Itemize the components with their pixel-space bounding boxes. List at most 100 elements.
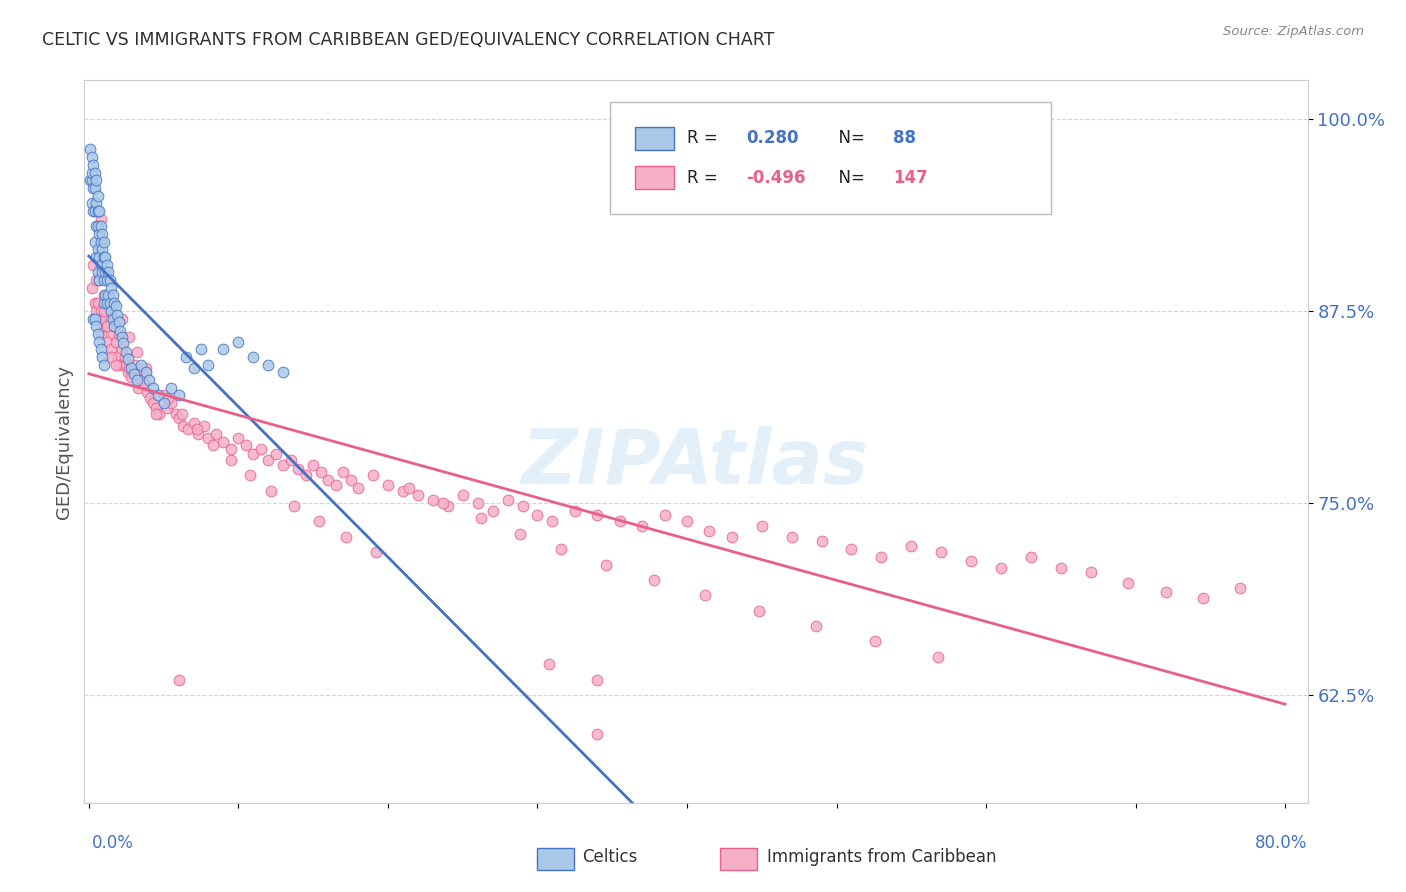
- Point: [115, 345, 138, 359]
- Point: [96, 319, 118, 334]
- Point: [90, 219, 112, 234]
- Point: [541, 515, 564, 529]
- Point: [526, 508, 548, 523]
- Point: [212, 343, 235, 357]
- Point: [83, 311, 105, 326]
- Point: [87, 326, 110, 341]
- Point: [170, 407, 193, 421]
- Point: [91, 243, 114, 257]
- Point: [93, 358, 115, 372]
- Point: [398, 481, 420, 495]
- Point: [115, 358, 138, 372]
- Point: [183, 360, 205, 375]
- Point: [264, 447, 287, 461]
- Text: 88: 88: [893, 129, 915, 147]
- Point: [79, 173, 101, 187]
- Point: [90, 343, 112, 357]
- Point: [186, 422, 208, 436]
- Point: [467, 496, 489, 510]
- Point: [1192, 591, 1215, 606]
- Point: [377, 477, 399, 491]
- Point: [89, 203, 111, 218]
- Point: [512, 499, 534, 513]
- Point: [90, 326, 112, 341]
- Point: [748, 604, 770, 618]
- Point: [1019, 549, 1042, 564]
- Point: [155, 401, 177, 415]
- Point: [111, 343, 134, 357]
- Point: [929, 545, 952, 559]
- Point: [86, 273, 108, 287]
- Point: [94, 265, 117, 279]
- Point: [97, 265, 120, 279]
- Point: [103, 296, 125, 310]
- Text: CELTIC VS IMMIGRANTS FROM CARIBBEAN GED/EQUIVALENCY CORRELATION CHART: CELTIC VS IMMIGRANTS FROM CARIBBEAN GED/…: [42, 31, 775, 49]
- Point: [145, 401, 167, 415]
- Point: [125, 365, 148, 379]
- Point: [564, 504, 586, 518]
- Point: [117, 351, 139, 366]
- Point: [239, 468, 262, 483]
- Point: [257, 358, 280, 372]
- Point: [93, 296, 115, 310]
- Point: [654, 508, 676, 523]
- Point: [89, 334, 111, 349]
- Point: [451, 488, 474, 502]
- FancyBboxPatch shape: [720, 848, 758, 870]
- Point: [160, 396, 183, 410]
- Point: [134, 376, 156, 391]
- Point: [83, 296, 105, 310]
- Point: [98, 273, 121, 287]
- Point: [105, 350, 128, 364]
- Point: [900, 539, 922, 553]
- Point: [86, 250, 108, 264]
- Point: [91, 265, 114, 279]
- Point: [335, 530, 357, 544]
- Point: [100, 350, 122, 364]
- Point: [190, 343, 212, 357]
- Point: [212, 434, 235, 449]
- Point: [309, 465, 332, 479]
- Point: [146, 388, 169, 402]
- Text: 80.0%: 80.0%: [1256, 834, 1308, 852]
- Point: [197, 432, 219, 446]
- Point: [98, 296, 121, 310]
- Point: [138, 373, 160, 387]
- Point: [111, 311, 134, 326]
- Point: [271, 365, 294, 379]
- Point: [125, 373, 148, 387]
- Point: [96, 273, 118, 287]
- Point: [595, 558, 617, 572]
- Point: [470, 511, 492, 525]
- Point: [361, 468, 384, 483]
- Point: [631, 519, 654, 533]
- Text: ZIPAtlas: ZIPAtlas: [522, 426, 870, 500]
- Point: [90, 235, 112, 249]
- Y-axis label: GED/Equivalency: GED/Equivalency: [55, 365, 73, 518]
- Point: [93, 319, 115, 334]
- Point: [112, 336, 135, 351]
- Point: [107, 315, 129, 329]
- Point: [1229, 581, 1251, 595]
- Point: [80, 281, 103, 295]
- Point: [94, 250, 117, 264]
- Point: [87, 265, 110, 279]
- Point: [86, 219, 108, 234]
- Text: Source: ZipAtlas.com: Source: ZipAtlas.com: [1223, 25, 1364, 38]
- Point: [83, 203, 105, 218]
- Point: [432, 496, 454, 510]
- Point: [780, 530, 803, 544]
- Point: [87, 296, 110, 310]
- Point: [104, 334, 127, 349]
- Point: [167, 673, 190, 687]
- Point: [550, 542, 572, 557]
- Point: [89, 227, 111, 241]
- Point: [436, 499, 458, 513]
- Point: [101, 288, 124, 302]
- Point: [80, 150, 103, 164]
- Point: [107, 326, 129, 341]
- Point: [135, 360, 157, 375]
- Point: [82, 311, 104, 326]
- Point: [86, 196, 108, 211]
- Point: [129, 373, 152, 387]
